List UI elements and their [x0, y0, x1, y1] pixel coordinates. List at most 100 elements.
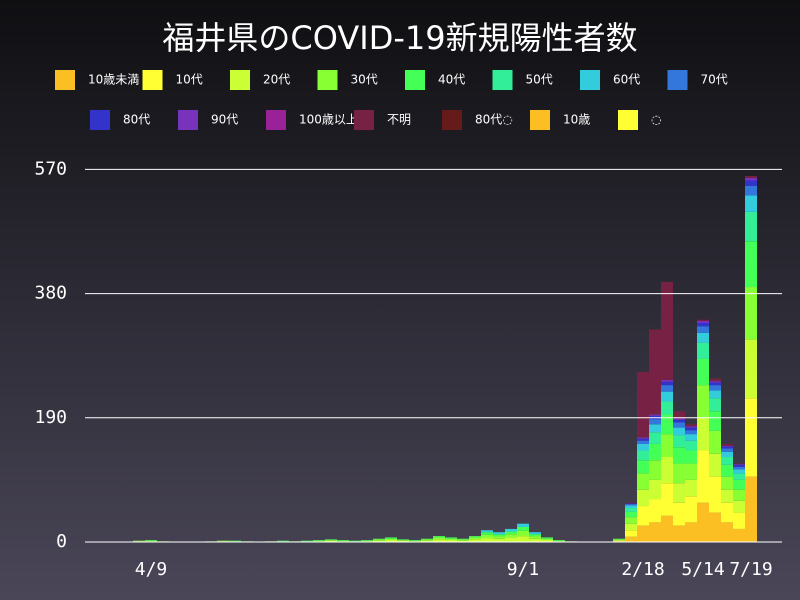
bar-segment — [397, 540, 409, 541]
bar-segment — [745, 177, 757, 181]
bar-segment — [685, 450, 697, 464]
bar-segment — [733, 463, 745, 465]
bar-segment — [385, 537, 397, 539]
bar-segment — [397, 539, 409, 541]
bar-segment — [625, 536, 637, 542]
bar-segment — [673, 447, 685, 464]
bar-segment — [721, 446, 733, 449]
bar-segment — [625, 504, 637, 506]
bar-segment — [145, 540, 157, 542]
bar-segment — [217, 540, 229, 542]
bar-segment — [637, 437, 649, 439]
bar-segment — [661, 385, 673, 392]
bar-segment — [709, 378, 721, 382]
bar-segment — [733, 512, 745, 529]
bar-segment — [649, 460, 661, 480]
legend-swatch — [178, 110, 198, 130]
bar-segment — [685, 426, 697, 428]
x-tick-label: 2/18 — [621, 559, 664, 580]
bar-segment — [517, 526, 529, 531]
bar-segment — [637, 443, 649, 451]
bar-segment — [733, 464, 745, 467]
bar-segment — [745, 476, 757, 542]
legend-label: 60代 — [613, 73, 640, 87]
bar-segment — [529, 532, 541, 535]
bar-segment — [637, 450, 649, 461]
bar-segment — [613, 540, 625, 542]
bar-segment — [685, 434, 697, 441]
bar-segment — [649, 499, 661, 523]
legend-label: 90代 — [211, 113, 238, 127]
bar-segment — [409, 540, 421, 542]
legend-label: 30代 — [351, 73, 378, 87]
legend-label: 100歳以上 — [299, 113, 358, 127]
bar-segment — [733, 500, 745, 513]
bar-segment — [709, 385, 721, 391]
legend-label: 40代 — [438, 73, 465, 87]
bar-segment — [733, 469, 745, 474]
bar-segment — [493, 538, 505, 542]
bar-segment — [421, 540, 433, 542]
bar-segment — [673, 427, 685, 436]
bar-segment — [685, 430, 697, 435]
legend-label: ◌ — [651, 113, 661, 127]
bar-segment — [373, 539, 385, 541]
bar-segment — [325, 540, 337, 541]
bar-segment — [457, 539, 469, 541]
bar-segment — [685, 463, 697, 480]
bar-segment — [517, 523, 529, 527]
bar-segment — [541, 538, 553, 541]
bar-segment — [637, 440, 649, 444]
bar-segment — [637, 489, 649, 507]
bar-segment — [277, 540, 289, 542]
bar-segment — [661, 391, 673, 402]
bar-segment — [637, 438, 649, 441]
bar-segment — [697, 319, 709, 322]
bar-segment — [709, 411, 721, 431]
bar-segment — [361, 540, 373, 541]
legend-swatch — [90, 110, 110, 130]
x-tick-label: 7/19 — [729, 559, 772, 580]
bar-segment — [673, 418, 685, 420]
bar-segment — [493, 536, 505, 539]
bar-segment — [733, 479, 745, 490]
bar-segment — [733, 464, 745, 465]
bar-segment — [661, 457, 673, 484]
bar-segment — [421, 539, 433, 541]
bar-segment — [745, 195, 757, 212]
bar-segment — [481, 534, 493, 539]
bar-segment — [541, 540, 553, 542]
bar-segment — [733, 473, 745, 480]
bar-segment — [625, 523, 637, 531]
bar-segment — [409, 540, 421, 541]
legend-label: 80代 — [123, 113, 150, 127]
bar-segment — [361, 540, 373, 542]
bar-segment — [745, 211, 757, 242]
bar-segment — [697, 502, 709, 542]
bar-segment — [697, 417, 709, 451]
bar-segment — [517, 530, 529, 537]
bar-segment — [649, 432, 661, 444]
bar-segment — [469, 539, 481, 542]
bar-segment — [745, 180, 757, 186]
bar-segment — [505, 534, 517, 538]
bar-segment — [721, 522, 733, 542]
legend-label: 80代◌ — [475, 113, 513, 127]
bar-segment — [613, 540, 625, 541]
legend-swatch — [442, 110, 462, 130]
bar-segment — [625, 503, 637, 505]
legend-label: 不明 — [387, 113, 411, 127]
bar-segment — [721, 445, 733, 447]
bar-segment — [649, 329, 661, 415]
legend-swatch — [142, 70, 163, 90]
legend-label: 70代 — [701, 73, 728, 87]
bar-segment — [673, 411, 685, 419]
bar-segment — [673, 422, 685, 428]
bar-segment — [721, 443, 733, 446]
bar-segment — [721, 502, 733, 523]
bar-segment — [721, 464, 733, 477]
bar-segment — [745, 241, 757, 288]
bar-segment — [433, 537, 445, 540]
bar-segment — [709, 512, 721, 542]
bar-segment — [625, 511, 637, 518]
